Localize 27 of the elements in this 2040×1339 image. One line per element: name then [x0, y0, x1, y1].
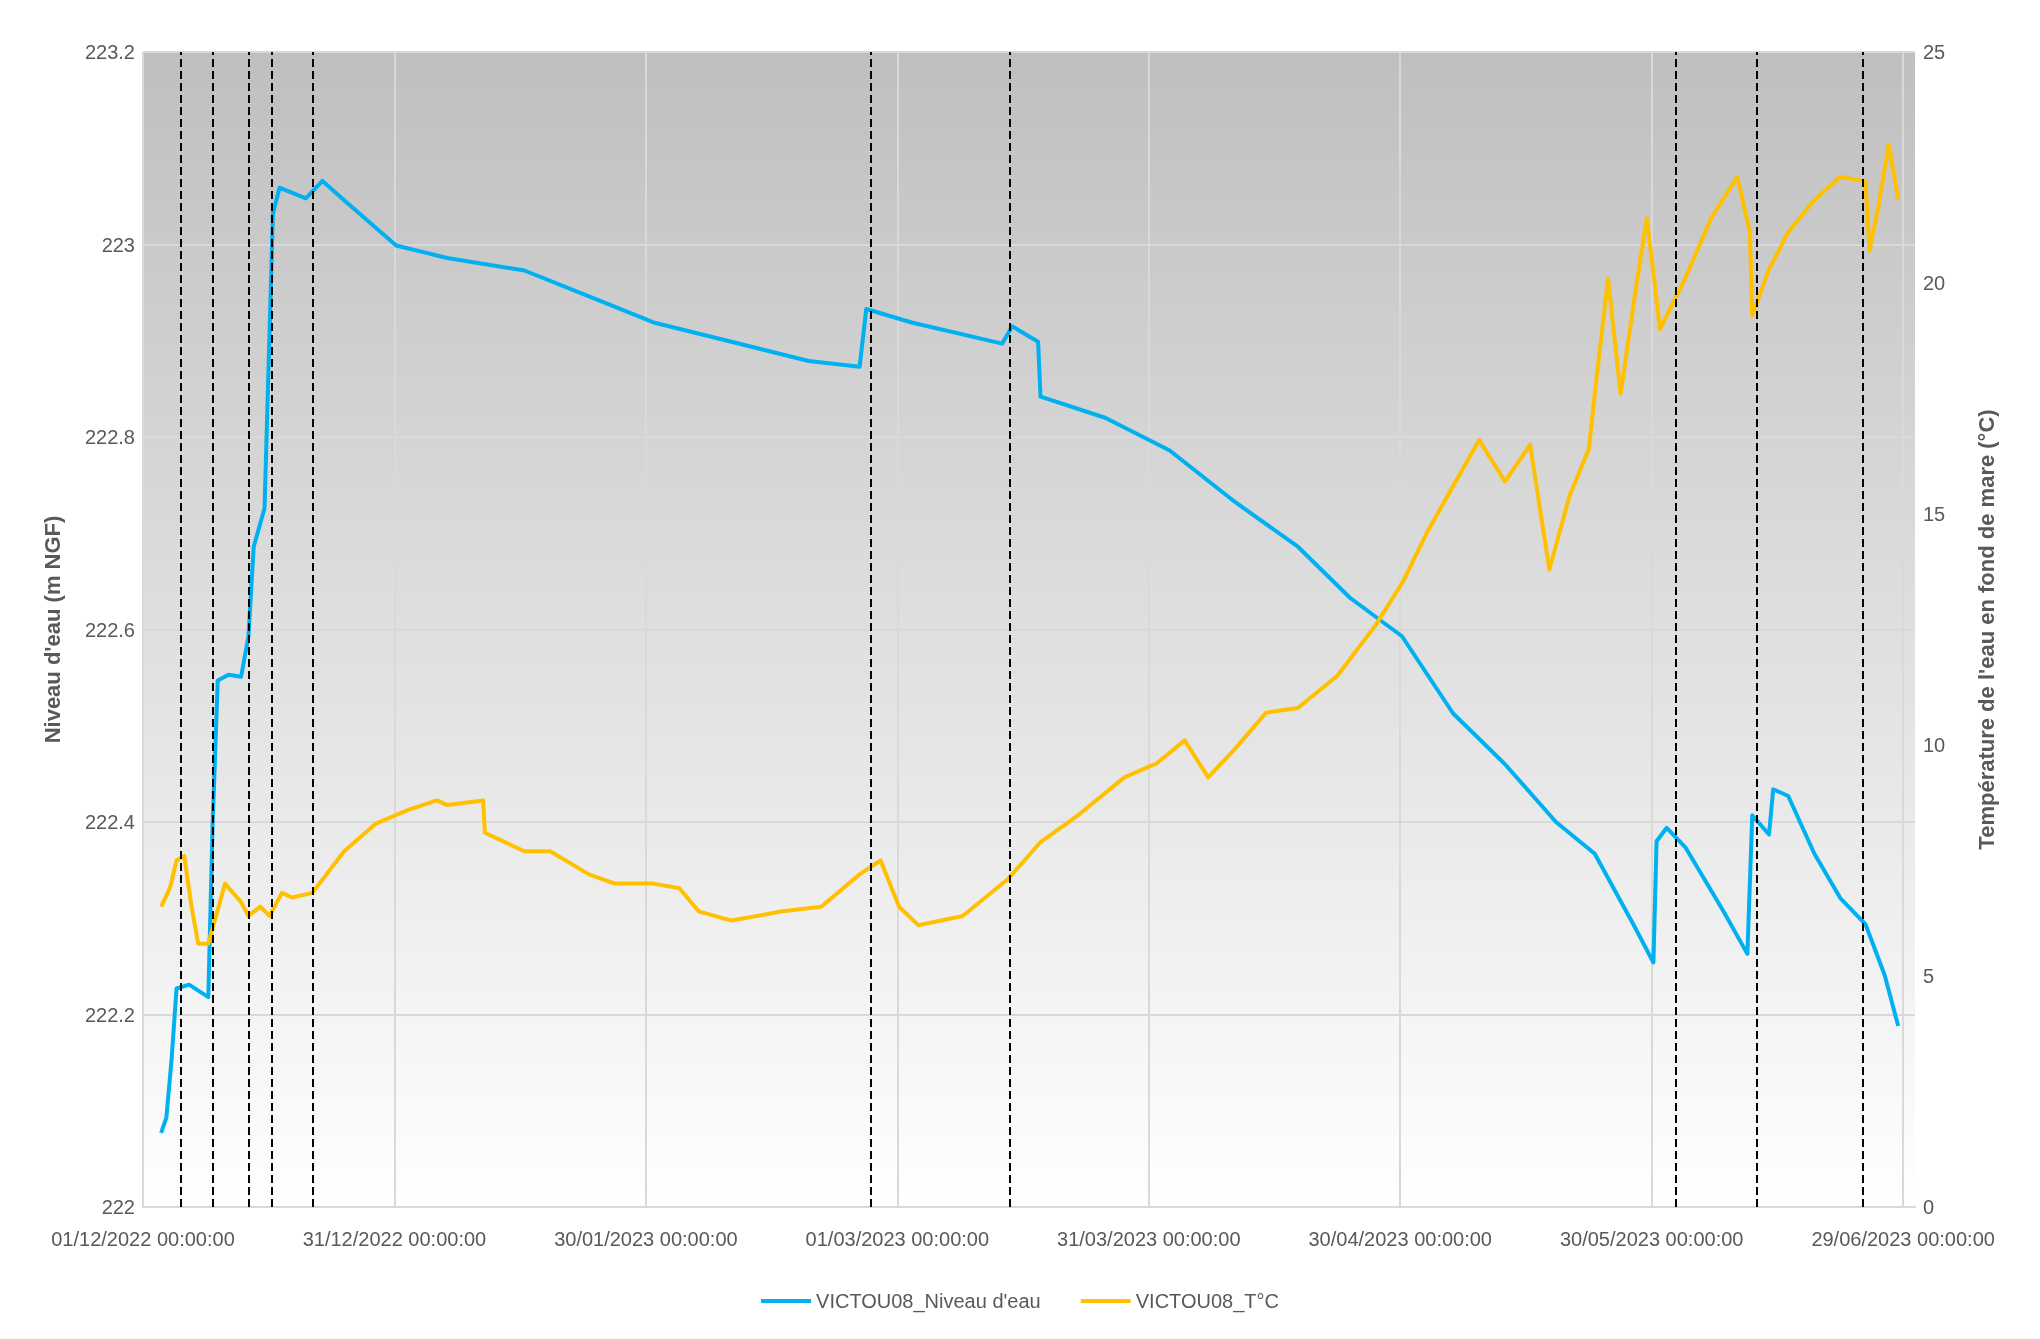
- y-tick-label: 222.2: [84, 1003, 135, 1026]
- y2-tick-label: 20: [1923, 272, 1946, 294]
- x-tick-label: 01/03/2023 00:00:00: [805, 1228, 990, 1250]
- y2-tick-label: 5: [1923, 965, 1935, 987]
- y-tick-label: 222.6: [84, 618, 135, 641]
- y-axis-title: Niveau d'eau (m NGF): [39, 515, 65, 744]
- x-tick-label: 31/03/2023 00:00:00: [1057, 1228, 1241, 1250]
- x-tick-label: 01/12/2022 00:00:00: [51, 1228, 235, 1250]
- y-tick-label: 222.8: [84, 426, 135, 448]
- line-series: [159, 142, 1901, 946]
- legend-label: VICTOU08_Niveau d'eau: [816, 1290, 1041, 1313]
- x-tick-label: 30/05/2023 00:00:00: [1559, 1228, 1744, 1250]
- y-tick-label: 223.2: [84, 41, 135, 63]
- legend-label: VICTOU08_T°C: [1135, 1290, 1279, 1313]
- x-tick-label: 29/06/2023 00:00:00: [1811, 1228, 1995, 1250]
- y2-axis-title: Température de l'eau en fond de mare (°C): [1973, 409, 1999, 850]
- y2-tick-label: 10: [1923, 734, 1946, 756]
- y-tick-label: 222: [101, 1196, 135, 1218]
- y-tick-label: 223: [101, 233, 135, 256]
- x-tick-label: 30/04/2023 00:00:00: [1308, 1228, 1492, 1250]
- x-tick-label: 30/01/2023 00:00:00: [554, 1228, 738, 1250]
- y2-tick-label: 25: [1923, 41, 1946, 63]
- x-tick-label: 31/12/2022 00:00:00: [302, 1228, 487, 1250]
- y-tick-label: 222.4: [84, 811, 135, 833]
- y2-tick-label: 15: [1923, 503, 1946, 525]
- line-series: [159, 178, 1901, 1135]
- y2-tick-label: 0: [1923, 1196, 1935, 1218]
